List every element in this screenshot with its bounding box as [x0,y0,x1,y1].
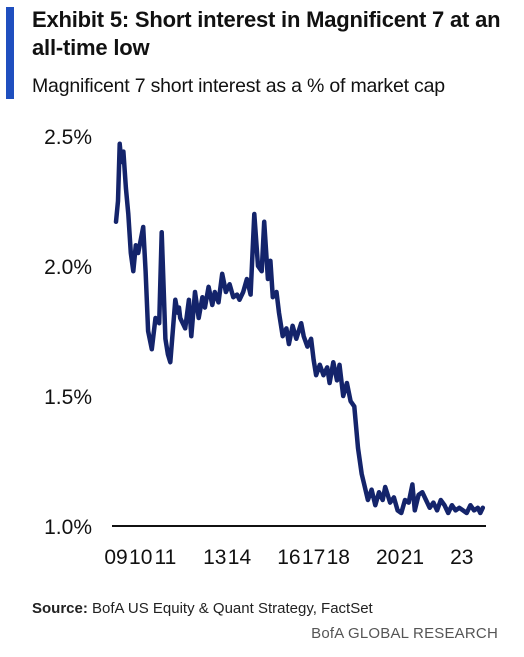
accent-bar [6,7,14,99]
source-text: BofA US Equity & Quant Strategy, FactSet [92,600,373,617]
y-axis-labels: 1.0% 1.5% 2.0% 2.5% [44,126,92,539]
x-tick-label: 20 [376,546,399,569]
source-label: Source: [32,600,88,617]
x-tick-label: 11 [154,546,176,569]
x-tick-label: 23 [450,546,473,569]
x-axis-labels: 09 10 11 13 14 16 17 18 20 21 23 [104,546,473,569]
x-tick-label: 17 [302,546,325,569]
chart-subtitle: Magnificent 7 short interest as a % of m… [32,75,445,97]
x-tick-label: 21 [401,546,424,569]
source-note: Source: BofA US Equity & Quant Strategy,… [32,600,373,617]
series-line [113,141,486,516]
series-group [113,141,486,516]
line-chart: 1.0% 1.5% 2.0% 2.5% 09 10 11 13 14 16 17 18 20 21 23 [44,126,486,569]
chart-title: Exhibit 5: Short interest in Magnificent… [32,7,501,60]
y-tick-label: 2.0% [44,256,92,279]
x-tick-label: 14 [228,546,252,569]
y-tick-label: 1.5% [44,386,92,409]
x-tick-label: 09 [104,546,127,569]
brand-label: BofA GLOBAL RESEARCH [311,625,498,642]
x-tick-label: 10 [129,546,152,569]
x-tick-label: 16 [277,546,300,569]
x-tick-label: 18 [327,546,350,569]
y-tick-label: 2.5% [44,126,92,149]
x-tick-label: 13 [203,546,226,569]
y-tick-label: 1.0% [44,516,92,539]
